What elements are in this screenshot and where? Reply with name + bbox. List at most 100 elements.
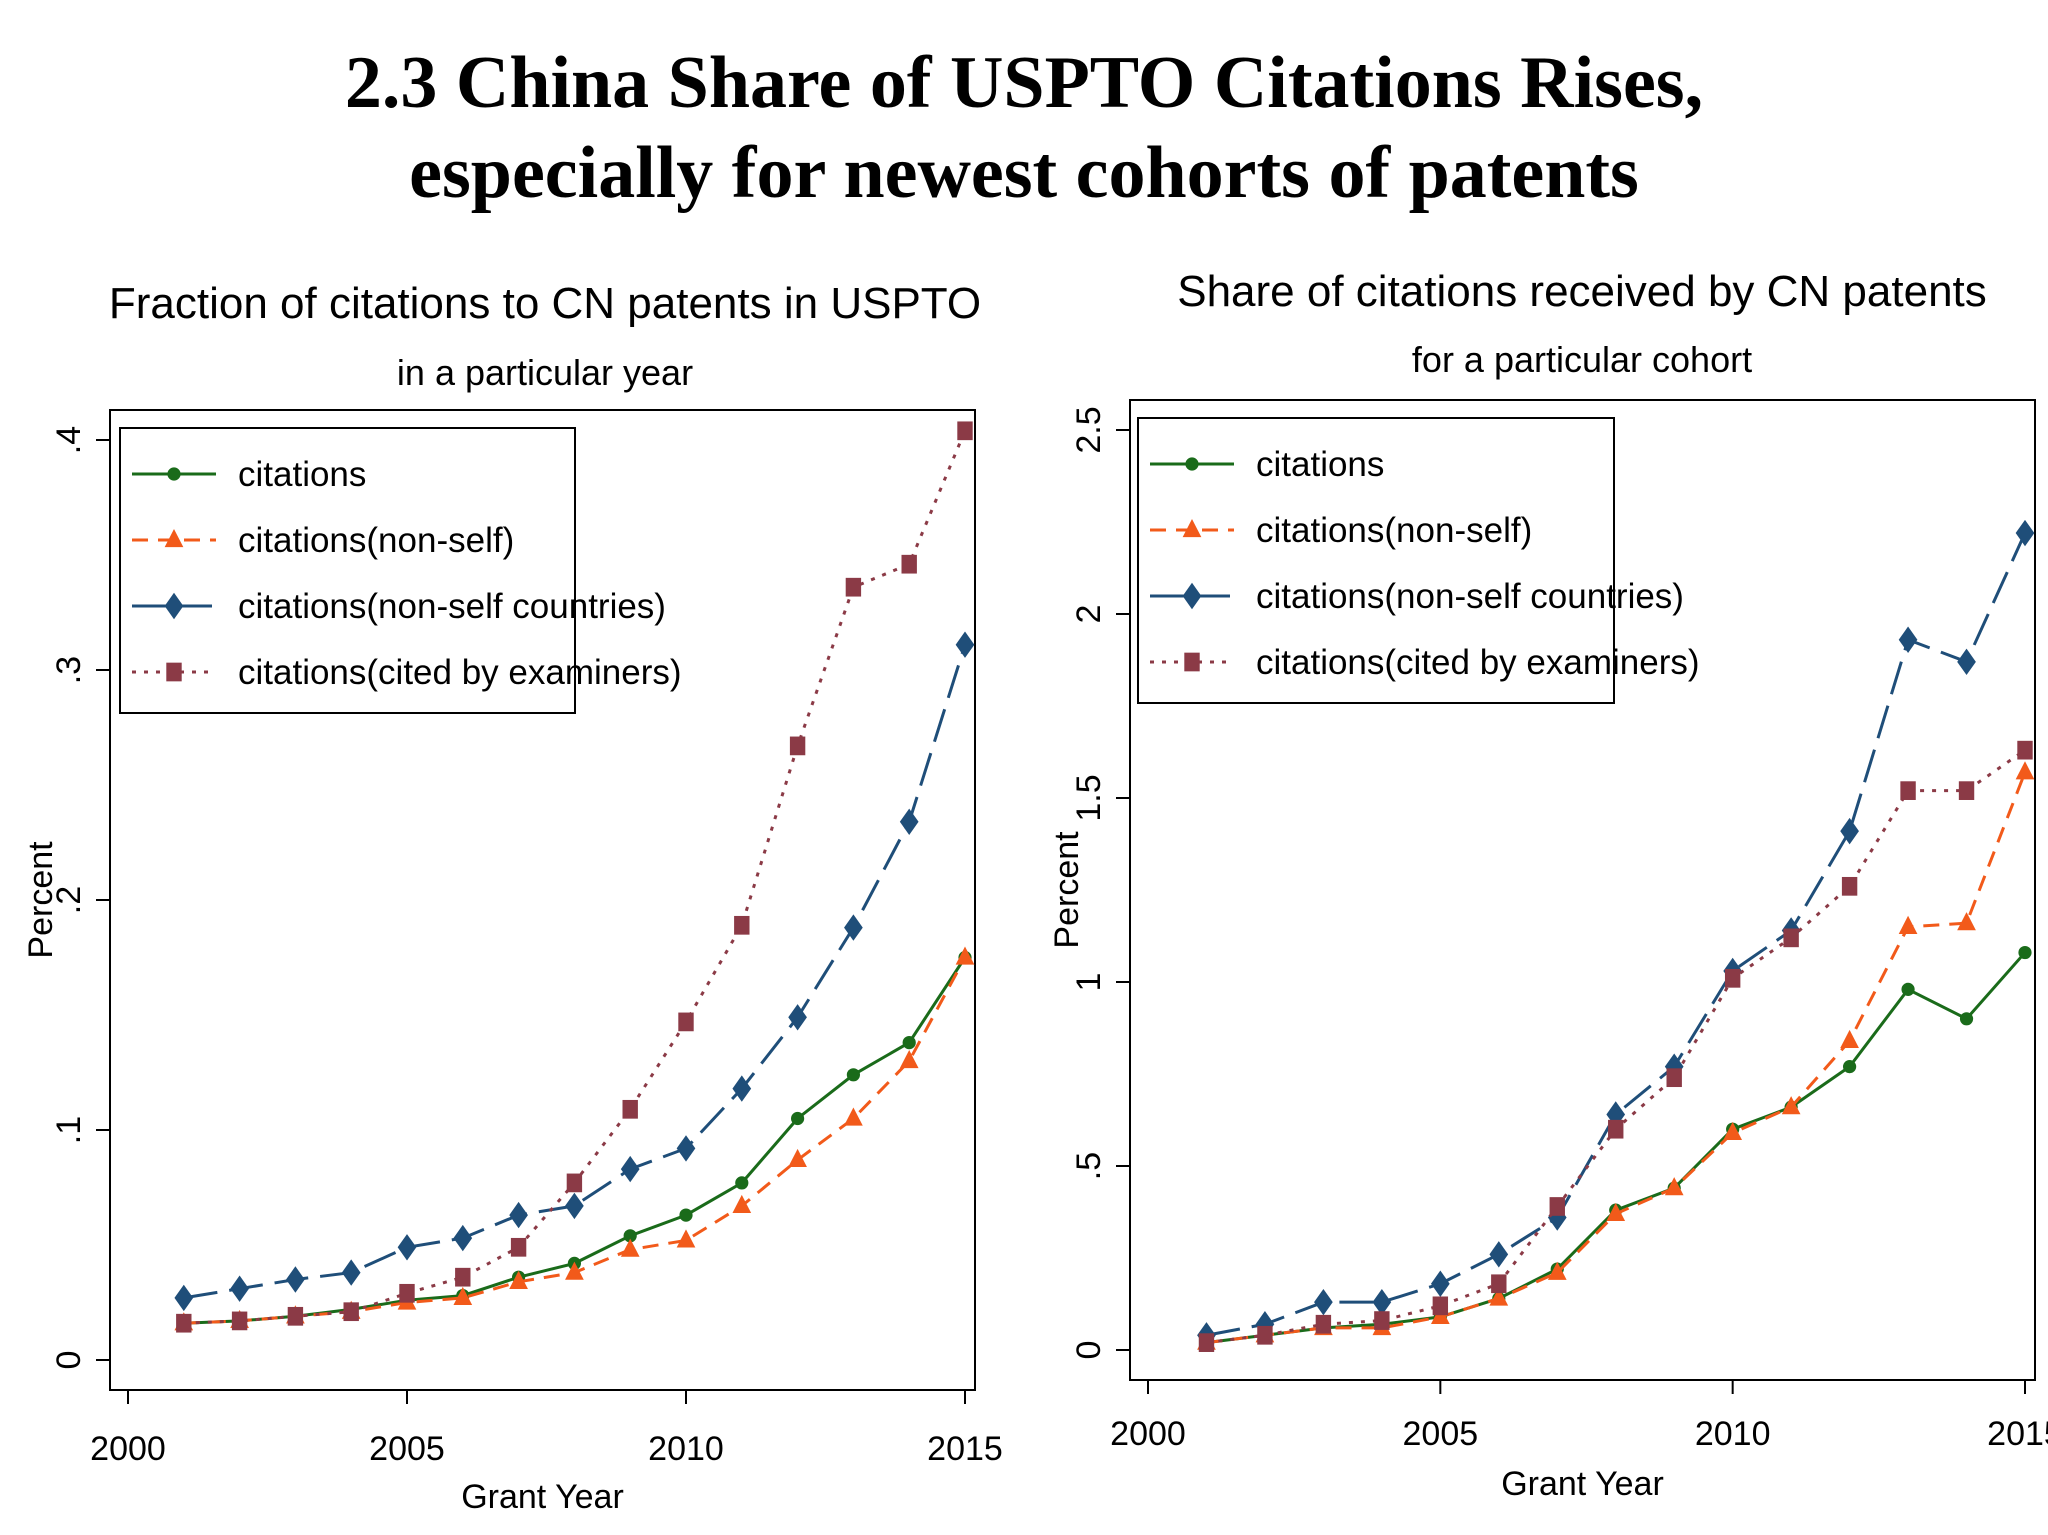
data-point bbox=[734, 915, 750, 935]
data-point bbox=[510, 1237, 527, 1257]
data-point bbox=[1900, 781, 1916, 800]
data-point bbox=[2018, 945, 2032, 960]
data-point bbox=[397, 1234, 417, 1261]
y-tick-label: .5 bbox=[1070, 1152, 1108, 1180]
legend-marker bbox=[166, 662, 182, 682]
y-tick-label: .3 bbox=[50, 656, 88, 684]
data-point bbox=[1898, 915, 1918, 934]
data-point bbox=[1843, 1060, 1857, 1074]
data-point bbox=[788, 1148, 807, 1168]
data-point bbox=[2015, 519, 2035, 547]
series-citations bbox=[1199, 945, 2032, 1350]
data-point bbox=[735, 1176, 749, 1190]
x-tick-label: 2010 bbox=[1695, 1415, 1771, 1453]
data-point bbox=[341, 1259, 361, 1286]
data-point bbox=[1608, 1119, 1624, 1139]
chart-subtitle: in a particular year bbox=[397, 352, 693, 393]
legend-marker bbox=[1184, 652, 1200, 672]
data-point bbox=[176, 1313, 192, 1333]
data-point bbox=[844, 914, 863, 941]
y-tick-label: 2 bbox=[1070, 605, 1108, 624]
data-point bbox=[902, 1036, 916, 1050]
data-point bbox=[620, 1155, 640, 1183]
data-point bbox=[1781, 1096, 1801, 1115]
legend-marker bbox=[167, 467, 181, 481]
x-axis-label: Grant Year bbox=[1501, 1465, 1664, 1503]
data-point bbox=[453, 1286, 473, 1306]
data-point bbox=[679, 1208, 693, 1222]
x-tick-label: 2015 bbox=[1987, 1415, 2048, 1453]
series-line bbox=[1206, 532, 2027, 1337]
legend-label: citations(non-self countries) bbox=[1256, 577, 1684, 616]
legend: citations citations(non-self) citations(no… bbox=[1137, 417, 1700, 704]
data-point bbox=[732, 1075, 752, 1102]
data-point bbox=[455, 1267, 471, 1287]
data-point bbox=[1840, 1029, 1859, 1049]
legend-marker bbox=[164, 592, 184, 620]
data-point bbox=[1957, 912, 1976, 931]
x-tick-label: 2005 bbox=[1403, 1415, 1479, 1453]
series-citations-non-self bbox=[1197, 761, 2035, 1350]
y-tick-label: .1 bbox=[50, 1116, 88, 1144]
data-point bbox=[343, 1302, 359, 1322]
data-point bbox=[957, 421, 973, 441]
data-point bbox=[1664, 1177, 1684, 1196]
data-point bbox=[789, 736, 806, 756]
legend: citations citations(non-self) citations(no… bbox=[119, 427, 682, 714]
data-point bbox=[955, 631, 975, 658]
data-point bbox=[1257, 1325, 1273, 1345]
data-point bbox=[1374, 1311, 1390, 1330]
legend-label: citations(cited by examiners) bbox=[1256, 643, 1700, 682]
data-point bbox=[791, 1111, 805, 1126]
data-point bbox=[286, 1266, 305, 1293]
data-point bbox=[2015, 761, 2035, 780]
data-point bbox=[1255, 1311, 1275, 1338]
legend-marker bbox=[164, 529, 184, 548]
data-point bbox=[901, 554, 917, 574]
x-tick-label: 2010 bbox=[648, 1430, 724, 1468]
chart-subtitle: for a particular cohort bbox=[1412, 339, 1752, 380]
chart-2: Share of citations received by CN patent… bbox=[1048, 267, 2048, 1503]
data-point bbox=[1372, 1288, 1392, 1316]
series-citations-cited-by-examiners bbox=[176, 421, 973, 1333]
y-tick-label: 1.5 bbox=[1070, 774, 1108, 821]
legend-label: citations(non-self countries) bbox=[238, 587, 666, 626]
data-point bbox=[231, 1311, 248, 1331]
data-point bbox=[565, 1192, 584, 1220]
data-point bbox=[566, 1173, 583, 1193]
legend-label: citations bbox=[238, 455, 366, 494]
data-point bbox=[1430, 1270, 1450, 1297]
data-point bbox=[899, 808, 919, 835]
data-point bbox=[287, 1306, 304, 1326]
y-tick-label: .4 bbox=[50, 426, 88, 454]
y-axis-label: Percent bbox=[22, 841, 60, 959]
legend-marker bbox=[1185, 457, 1199, 471]
data-point bbox=[1315, 1314, 1332, 1334]
data-point bbox=[1841, 876, 1858, 896]
data-point bbox=[399, 1283, 415, 1303]
data-point bbox=[620, 1238, 640, 1257]
data-point bbox=[2017, 740, 2033, 760]
y-axis-label: Percent bbox=[1048, 831, 1086, 949]
legend-marker bbox=[1182, 519, 1202, 538]
slide-title-line-1: 2.3 China Share of USPTO Citations Rises… bbox=[344, 42, 1704, 124]
data-point bbox=[509, 1270, 528, 1289]
data-point bbox=[1547, 1261, 1567, 1280]
data-point bbox=[1957, 648, 1976, 676]
series-line bbox=[1206, 771, 2027, 1345]
data-point bbox=[1606, 1202, 1626, 1221]
x-tick-label: 2015 bbox=[927, 1430, 1003, 1468]
data-point bbox=[565, 1261, 584, 1280]
legend-label: citations(cited by examiners) bbox=[238, 653, 682, 692]
data-point bbox=[1489, 1287, 1509, 1306]
plot-frame bbox=[1129, 399, 2036, 1381]
x-axis-label: Grant Year bbox=[461, 1478, 624, 1516]
series-citations-non-self-countries bbox=[174, 631, 975, 1312]
data-point bbox=[509, 1201, 528, 1229]
chart-1: Fraction of citations to CN patents in U… bbox=[22, 279, 1003, 1516]
y-tick-label: .2 bbox=[50, 886, 88, 914]
chart-title: Fraction of citations to CN patents in U… bbox=[109, 279, 981, 328]
data-point bbox=[676, 1135, 696, 1162]
data-point bbox=[1549, 1197, 1565, 1216]
